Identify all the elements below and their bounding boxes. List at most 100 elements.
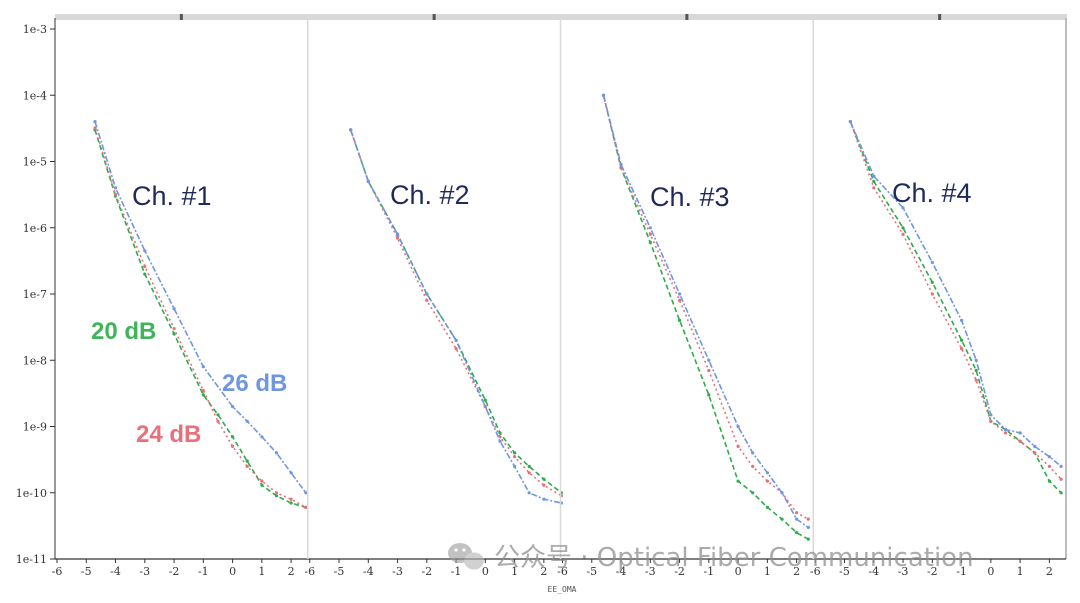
data-point [542,477,546,481]
x-tick-label: 2 [288,565,295,578]
y-tick-label: 1e-6 [23,222,47,235]
data-point [483,398,487,402]
data-point [707,358,711,362]
panel-2: -6 -5 -4 -3 -2 -1 0 1 2 [304,14,564,578]
data-point [201,365,205,369]
panel-top-mark [685,14,689,20]
data-point [974,368,978,373]
x-tick-label: 0 [735,565,742,578]
data-point [806,525,810,530]
data-point [1059,477,1063,481]
data-point [1047,479,1051,483]
data-point [872,179,876,183]
x-tick-label: 1 [764,565,771,578]
data-point [1059,464,1063,468]
data-point [872,186,876,190]
series-line-26db [849,121,1062,468]
data-point [765,505,770,509]
data-point [260,483,264,487]
data-point [349,128,353,132]
data-point [513,455,517,459]
data-point [806,537,810,541]
data-point [113,186,118,190]
x-tick-label: -3 [139,565,150,578]
x-tick-label: -2 [927,565,938,578]
series-line-20db [849,121,1062,494]
x-tick-label: 1 [258,565,265,578]
data-point [304,491,308,495]
data-point [901,206,905,210]
data-point [425,292,429,296]
data-point [304,505,308,509]
x-tick-label: -1 [956,565,967,578]
data-point [648,226,652,230]
data-point [542,497,546,501]
series-line-20db [94,129,307,509]
data-point [527,464,531,468]
data-point [1047,455,1051,459]
x-tick-label: 1 [511,565,518,578]
data-point [901,232,905,236]
data-point [513,464,517,468]
x-tick-label: -6 [810,565,821,578]
x-tick-label: -2 [169,565,180,578]
data-point [454,347,458,351]
data-point [1018,439,1022,443]
data-point [736,444,740,448]
data-point [601,93,606,97]
data-point [736,479,740,483]
watermark-text: 公众号 · Optical Fiber Communication [494,543,974,573]
x-tick-label: -1 [451,565,462,578]
data-point [498,431,502,435]
data-point [780,517,784,521]
data-point [425,298,429,302]
data-point [395,232,400,236]
panel-title-ch1: Ch. #1 [132,181,212,211]
panels: -6 -5 -4 -3 -2 -1 0 1 2 -6 -5 -4 -3 -2 -1 0 1 2 -6 -5 -4 -3 -2… [52,14,1063,578]
data-point [678,292,682,296]
x-tick-label: -3 [898,565,909,578]
x-tick-label: -5 [81,565,92,578]
data-point [498,439,502,443]
data-point [780,491,784,495]
data-point [960,347,964,351]
data-point [454,338,458,342]
data-point [289,471,293,475]
annotation-26db: 26 dB [222,370,287,397]
data-point [751,464,755,468]
data-point [231,444,235,448]
y-tick-label: 1e-9 [23,421,47,434]
data-point [483,405,487,409]
x-tick-label: 0 [482,565,489,578]
y-tick-label: 1e-3 [23,23,47,36]
x-tick-label: 2 [1046,565,1053,578]
data-point [648,232,652,236]
watermark: 公众号 · Optical Fiber Communication [448,543,974,573]
y-tick-label: 1e-8 [23,354,47,367]
data-point [289,501,293,505]
data-point [274,491,279,495]
data-point [930,292,934,296]
data-point [960,318,964,322]
y-tick-label: 1e-4 [23,89,47,102]
data-point [648,240,652,244]
x-tick-label: 2 [540,565,547,578]
data-point [498,435,502,439]
x-tick-label: -5 [839,565,850,578]
x-tick-label: 0 [229,565,236,578]
y-axis: 1e-3 1e-4 1e-5 1e-6 1e-7 1e-8 1e-9 1e-10 1e-11 [16,23,55,566]
data-point [872,174,876,178]
wechat-icon [448,543,484,570]
x-tick-label: -6 [52,565,63,578]
x-tick-label: -4 [110,565,121,578]
data-point [707,368,711,373]
data-point [274,451,279,455]
data-point [795,531,799,535]
data-point [513,451,517,455]
data-point [245,419,249,423]
data-point [707,393,711,397]
x-axis-title: EE_OMA [548,585,577,594]
data-point [216,413,220,417]
data-point [678,298,682,302]
data-point [1003,431,1008,435]
